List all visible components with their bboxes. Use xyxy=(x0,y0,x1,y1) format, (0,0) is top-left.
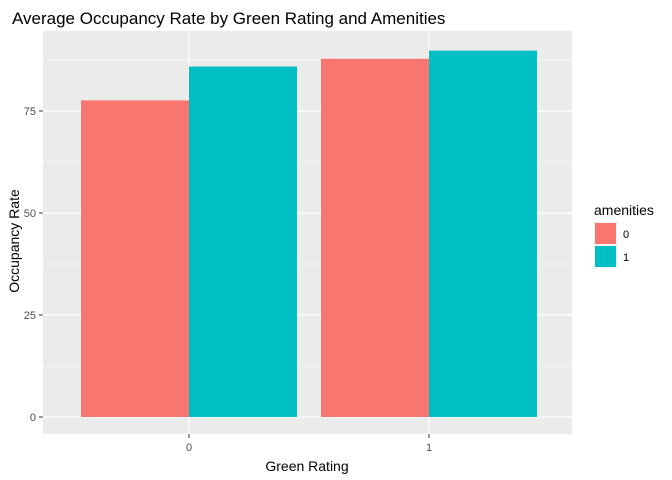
x-axis-label: Green Rating xyxy=(265,458,348,474)
y-tick-label: 0 xyxy=(30,412,36,424)
bar xyxy=(189,66,297,417)
y-tick-label: 50 xyxy=(24,208,36,220)
y-tick-label: 75 xyxy=(24,106,36,118)
legend-key-swatch xyxy=(595,223,616,244)
y-axis-label: Occupancy Rate xyxy=(6,189,22,293)
y-tick-label: 25 xyxy=(24,310,36,322)
legend-key-swatch xyxy=(595,246,616,267)
x-tick-label: 0 xyxy=(186,442,192,454)
legend: amenities 0 1 xyxy=(594,202,654,268)
x-tick-label: 1 xyxy=(426,442,432,454)
bar xyxy=(321,58,429,417)
chart-title: Average Occupancy Rate by Green Rating a… xyxy=(12,9,445,28)
bar xyxy=(81,100,189,417)
bars xyxy=(81,50,537,418)
legend-entry-label: 1 xyxy=(623,252,629,264)
bar xyxy=(429,50,537,418)
legend-title: amenities xyxy=(594,202,654,218)
legend-entry-label: 0 xyxy=(623,229,629,241)
axes: 0 25 50 75 0 1 xyxy=(24,106,432,454)
